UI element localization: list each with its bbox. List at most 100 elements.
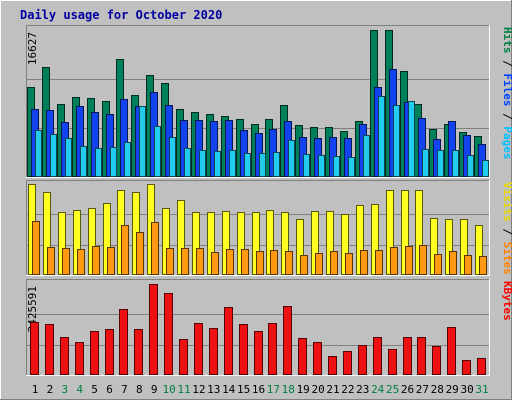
- x-tick-label: 16: [252, 383, 265, 396]
- legend-item: /: [501, 107, 512, 127]
- bar-sites-day-5: [92, 246, 100, 275]
- bar-kbytes-day-22: [343, 351, 352, 375]
- bar-pages-day-16: [259, 153, 266, 177]
- bar-pages-day-9: [154, 126, 161, 177]
- legend-item: Visits: [501, 182, 512, 222]
- series-kbytes: [30, 284, 486, 375]
- chart-title: Daily usage for October 2020: [20, 8, 222, 22]
- x-tick-label: 7: [121, 383, 128, 396]
- bar-pages-day-5: [95, 148, 102, 177]
- bar-kbytes-day-28: [432, 346, 441, 375]
- bar-pages-day-10: [169, 137, 176, 177]
- bar-pages-day-19: [303, 154, 310, 177]
- bar-kbytes-day-2: [45, 324, 54, 375]
- bar-pages-day-27: [422, 149, 429, 177]
- bar-pages-day-3: [65, 138, 72, 177]
- bar-kbytes-day-7: [119, 309, 128, 375]
- bar-kbytes-day-30: [462, 360, 471, 375]
- bar-pages-day-1: [35, 130, 42, 177]
- x-tick-label: 11: [177, 383, 190, 396]
- bar-pages-day-29: [452, 150, 459, 177]
- bar-sites-day-16: [256, 251, 264, 275]
- panel-bot: 2425591 KBytes: [26, 279, 512, 376]
- bar-sites-day-25: [390, 247, 398, 275]
- legend-item: /: [501, 222, 512, 242]
- bar-sites-day-19: [300, 255, 308, 275]
- x-tick-label: 29: [446, 383, 459, 396]
- x-tick-label: 22: [341, 383, 354, 396]
- bar-kbytes-day-12: [194, 323, 203, 375]
- bar-pages-day-30: [467, 155, 474, 177]
- bar-pages-day-2: [50, 134, 57, 177]
- bar-sites-day-13: [211, 252, 219, 275]
- bar-sites-day-23: [360, 250, 368, 275]
- x-tick-label: 17: [267, 383, 280, 396]
- bar-sites-day-6: [107, 247, 115, 275]
- x-tick-label: 27: [416, 383, 429, 396]
- bar-pages-day-13: [214, 151, 221, 177]
- bar-sites-day-21: [330, 251, 338, 275]
- x-tick-label: 1: [32, 383, 39, 396]
- bar-kbytes-day-16: [254, 331, 263, 375]
- bar-pages-day-8: [139, 106, 146, 177]
- bar-sites-day-14: [226, 249, 234, 275]
- legend-item: Sites: [501, 242, 512, 275]
- x-tick-label: 26: [401, 383, 414, 396]
- legend-item: Pages: [501, 126, 512, 159]
- series-sites: [32, 221, 487, 275]
- panel-top: 16627 Hits / Files / Pages: [26, 25, 512, 178]
- x-axis-labels: 1 2 3 4 5 6 7 8 9 10 11 12 13 14 15 16 17 18 19 20 21 22 23 24 2…: [32, 383, 489, 396]
- x-tick-label: 23: [356, 383, 369, 396]
- bar-kbytes-day-21: [328, 356, 337, 375]
- bar-pages-day-28: [437, 150, 444, 177]
- legend-item: /: [501, 54, 512, 74]
- bar-sites-day-26: [405, 246, 413, 275]
- x-tick-label: 13: [207, 383, 220, 396]
- bar-pages-day-12: [199, 150, 206, 177]
- panel-top-legend: Hits / Files / Pages: [501, 27, 512, 160]
- x-tick-label: 9: [151, 383, 158, 396]
- bar-kbytes-day-31: [477, 358, 486, 375]
- x-tick-label: 30: [460, 383, 473, 396]
- bar-kbytes-day-9: [149, 284, 158, 375]
- x-tick-label: 21: [326, 383, 339, 396]
- x-tick-label: 14: [222, 383, 236, 396]
- bar-pages-day-18: [288, 140, 295, 177]
- bar-sites-day-17: [270, 250, 278, 275]
- bar-kbytes-day-14: [224, 307, 233, 375]
- bar-kbytes-day-3: [60, 337, 69, 375]
- bar-sites-day-29: [449, 251, 457, 275]
- x-tick-label: 12: [192, 383, 205, 396]
- bar-sites-day-2: [47, 247, 55, 275]
- bar-sites-day-10: [166, 248, 174, 275]
- panel-bot-max-label: 2425591: [26, 286, 39, 332]
- bar-kbytes-day-15: [239, 324, 248, 375]
- bar-kbytes-day-4: [75, 342, 84, 375]
- x-tick-label: 24: [371, 383, 385, 396]
- bar-pages-day-6: [110, 147, 117, 177]
- bar-kbytes-day-1: [30, 322, 39, 375]
- bar-sites-day-4: [77, 249, 85, 275]
- bar-sites-day-18: [285, 251, 293, 275]
- bar-sites-day-1: [32, 221, 40, 275]
- bar-sites-day-31: [479, 256, 487, 275]
- x-tick-label: 31: [475, 383, 488, 396]
- bar-sites-day-3: [62, 248, 70, 275]
- x-tick-label: 4: [76, 383, 83, 396]
- bar-kbytes-day-27: [417, 337, 426, 375]
- x-tick-label: 5: [91, 383, 98, 396]
- x-tick-label: 2: [47, 383, 54, 396]
- bar-pages-day-14: [229, 150, 236, 177]
- x-tick-label: 25: [386, 383, 399, 396]
- x-tick-label: 19: [297, 383, 310, 396]
- bar-kbytes-day-20: [313, 342, 322, 375]
- bar-sites-day-9: [151, 222, 159, 275]
- bar-pages-day-24: [378, 96, 385, 177]
- chart-panels: 16627 Hits / Files / Pages 1733Visits / Si…: [26, 25, 512, 376]
- bar-pages-day-17: [273, 152, 280, 177]
- bar-kbytes-day-8: [134, 329, 143, 375]
- bar-sites-day-27: [419, 245, 427, 275]
- bar-sites-day-7: [121, 225, 129, 275]
